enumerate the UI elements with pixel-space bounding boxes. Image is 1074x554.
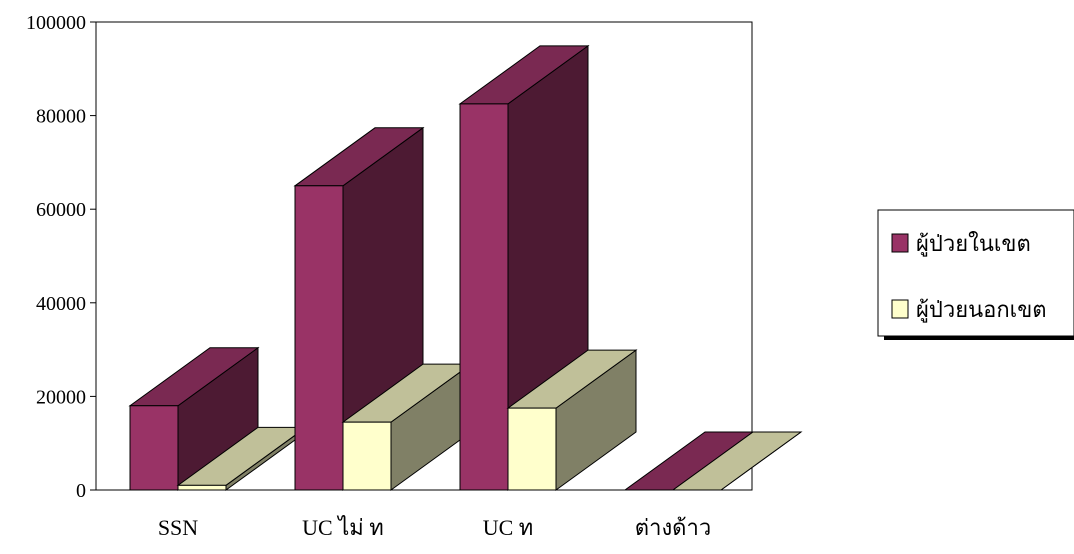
bars-group [128, 44, 803, 491]
bar [671, 431, 803, 491]
x-category-label: SSN [158, 515, 198, 540]
bar-front-face [507, 407, 557, 491]
x-category-label: ต่างด้าว [635, 515, 711, 540]
legend-swatch-series-1 [891, 233, 909, 253]
bar [176, 426, 308, 491]
y-tick-label: 20000 [36, 386, 86, 408]
legend-box [877, 209, 1074, 337]
y-tick-label: 0 [76, 480, 86, 502]
bar-front-face [459, 103, 509, 491]
bar-front-face [294, 185, 344, 491]
bar [341, 363, 473, 491]
y-axis-ticks: 0 20000 40000 60000 80000 100000 [26, 12, 96, 502]
legend-swatch-series-2 [891, 299, 909, 319]
x-category-label: UC ไม่ ท [302, 515, 384, 540]
bar [506, 349, 638, 491]
y-tick-label: 100000 [26, 12, 86, 34]
bar-front-face [342, 421, 392, 491]
y-tick-label: 80000 [36, 106, 86, 128]
legend-label-series-2: ผู้ป่วยนอกเขต [916, 297, 1047, 323]
y-tick-label: 40000 [36, 293, 86, 315]
bar-front-face [177, 484, 227, 491]
y-tick-label: 60000 [36, 199, 86, 221]
bar [128, 346, 260, 491]
x-category-label: UC ท [483, 515, 534, 540]
bar-top-face [671, 431, 803, 491]
category-labels: SSN UC ไม่ ท UC ท ต่างด้าว [158, 515, 711, 540]
legend-label-series-1: ผู้ป่วยในเขต [916, 231, 1031, 257]
legend: ผู้ป่วยในเขต ผู้ป่วยนอกเขต [877, 209, 1074, 340]
bar-front-face [129, 405, 179, 491]
